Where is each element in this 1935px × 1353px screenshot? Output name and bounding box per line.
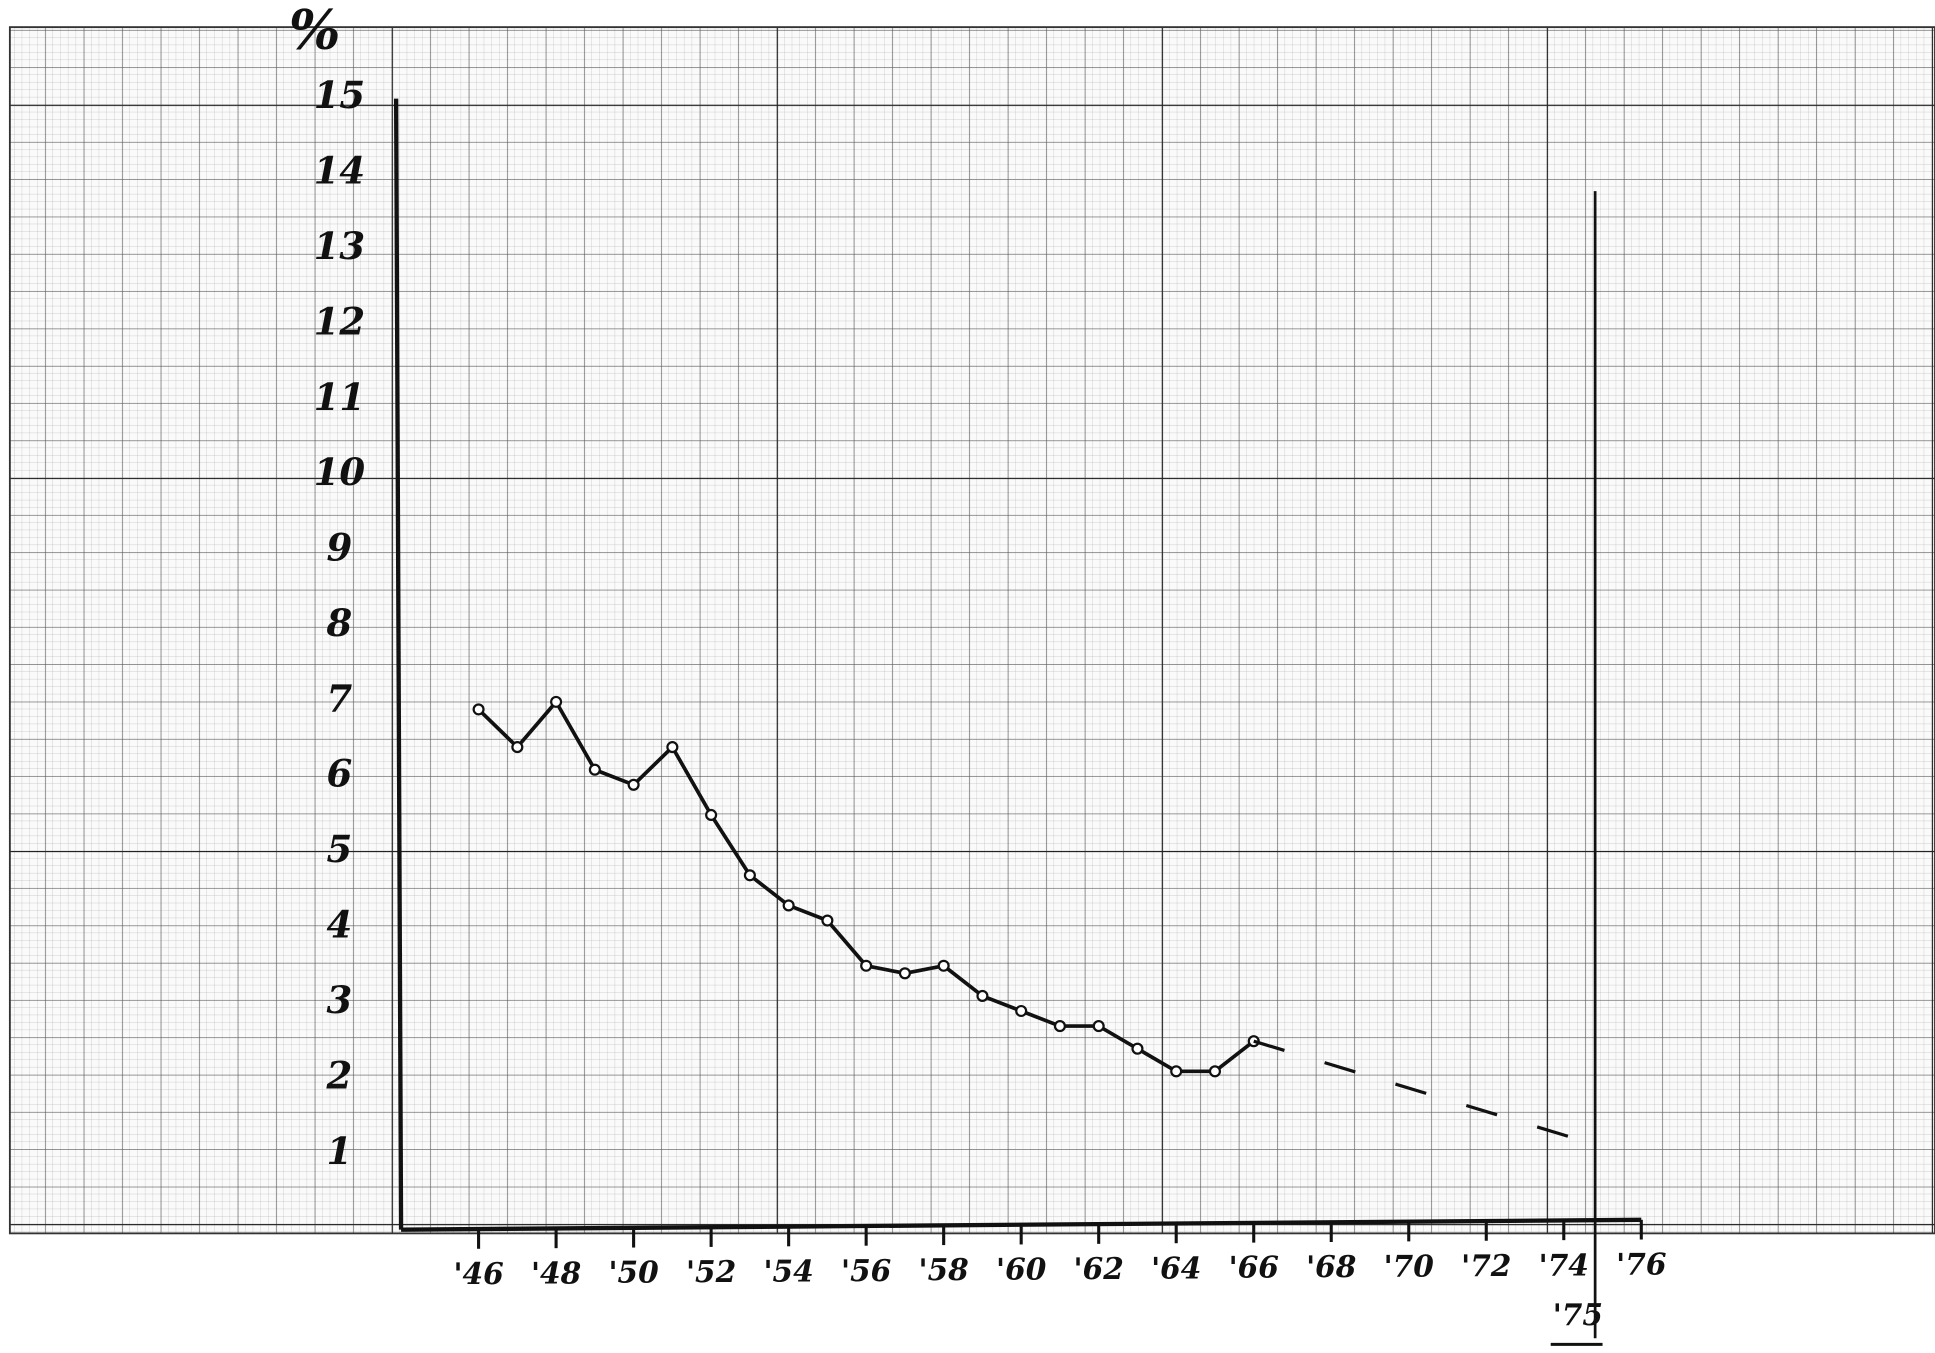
x-tick-label: '60	[996, 1252, 1047, 1287]
data-point	[782, 899, 795, 912]
x-tick-label: '48	[531, 1255, 581, 1290]
series-line	[1253, 1039, 1603, 1149]
y-tick-label: 8	[325, 601, 352, 645]
data-point	[1015, 1004, 1028, 1018]
y-tick-label: 10	[314, 450, 366, 494]
y-tick-label: 4	[326, 903, 352, 947]
y-tick-label: 2	[325, 1053, 352, 1097]
y-tick-label: 11	[314, 375, 366, 419]
data-point	[588, 763, 601, 776]
y-tick-label: 5	[326, 827, 352, 871]
data-point	[472, 703, 485, 716]
data-point	[511, 741, 524, 754]
data-point	[705, 808, 718, 822]
y-tick-label: 14	[314, 149, 366, 193]
data-point	[976, 989, 989, 1002]
data-point	[1053, 1020, 1066, 1033]
x-tick-label: '54	[764, 1253, 814, 1288]
x-tick-label: '74	[1539, 1247, 1589, 1282]
x-tick-label: '50	[608, 1255, 659, 1290]
y-tick-label: 6	[326, 752, 352, 796]
x-tick-label: '66	[1229, 1250, 1279, 1285]
data-point	[627, 778, 640, 791]
marker-label: '75	[1553, 1297, 1603, 1332]
data-point	[1170, 1065, 1183, 1078]
x-tick-label: '64	[1151, 1250, 1201, 1285]
y-tick-label: 7	[326, 676, 352, 720]
x-tick-label: '72	[1461, 1248, 1511, 1283]
x-tick-label: '52	[686, 1254, 736, 1289]
x-tick-label: '62	[1074, 1251, 1124, 1286]
data-point	[860, 959, 873, 972]
y-tick-label: 3	[326, 978, 352, 1022]
data-point	[898, 967, 911, 980]
y-tick-label: 1	[326, 1129, 352, 1173]
data-point	[743, 869, 756, 882]
x-tick-label: '58	[919, 1252, 969, 1287]
x-tick-label: '76	[1616, 1247, 1666, 1282]
y-tick-label: 12	[314, 299, 366, 343]
y-tick-label: 15	[314, 73, 366, 117]
x-tick-label: '68	[1306, 1249, 1356, 1284]
x-tick-label: '70	[1384, 1249, 1435, 1284]
data-point	[550, 695, 563, 708]
x-tick-label: '46	[453, 1256, 503, 1291]
y-axis	[393, 98, 404, 1230]
y-axis-label: %	[289, 0, 341, 62]
data-point	[821, 914, 834, 927]
x-tick-label: '56	[841, 1253, 891, 1288]
data-point	[666, 741, 679, 754]
data-point	[937, 959, 950, 972]
y-tick-label: 9	[326, 526, 352, 570]
y-tick-label: 13	[314, 224, 366, 268]
data-point	[1208, 1065, 1222, 1078]
data-point	[1131, 1042, 1144, 1055]
graph-paper	[8, 26, 1935, 1235]
data-point	[1092, 1020, 1105, 1033]
